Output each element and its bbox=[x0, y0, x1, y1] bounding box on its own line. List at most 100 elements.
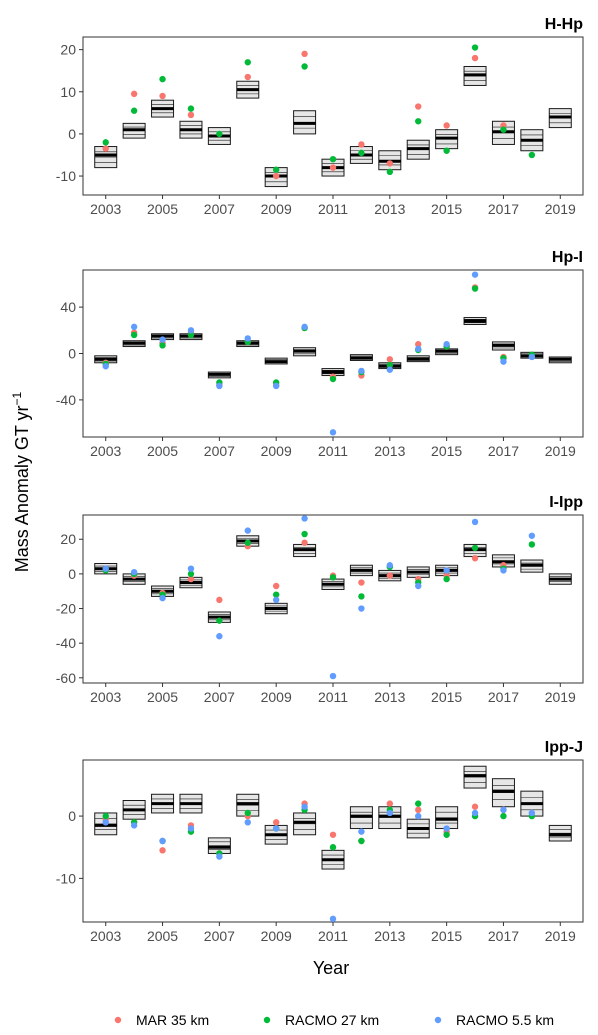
box-2018 bbox=[520, 559, 544, 573]
data-point bbox=[329, 574, 337, 581]
data-point bbox=[443, 825, 450, 832]
box-2019 bbox=[548, 573, 572, 585]
box-2008 bbox=[236, 80, 260, 99]
panel-i-ipp: I-Ipp -60 -40 -20 0 20 2003 2005 2007 2009 2011 201… bbox=[56, 494, 584, 705]
data-point bbox=[386, 366, 394, 373]
x-tick-label: 2005 bbox=[147, 443, 178, 459]
box-2004 bbox=[122, 340, 146, 348]
data-point bbox=[528, 151, 536, 159]
y-tick-label: -10 bbox=[56, 870, 76, 886]
data-point bbox=[216, 617, 223, 624]
data-point bbox=[272, 582, 280, 590]
x-tick-label: 2017 bbox=[488, 201, 519, 217]
box-2005 bbox=[151, 99, 175, 118]
data-point bbox=[528, 541, 536, 548]
data-point bbox=[272, 172, 280, 180]
y-tick-label: -40 bbox=[56, 635, 76, 651]
data-point bbox=[443, 575, 450, 583]
data-point bbox=[159, 847, 166, 854]
data-point bbox=[130, 90, 138, 98]
data-point bbox=[329, 831, 337, 838]
series-racmo-5-5-km bbox=[102, 271, 536, 436]
data-point bbox=[102, 565, 109, 572]
data-point bbox=[272, 819, 280, 826]
x-tick-label: 2011 bbox=[318, 443, 348, 459]
data-point bbox=[187, 570, 195, 578]
data-point bbox=[329, 375, 337, 383]
box-2019 bbox=[548, 108, 572, 129]
data-point bbox=[415, 103, 422, 110]
data-point bbox=[471, 555, 479, 562]
data-point bbox=[159, 594, 166, 602]
box-2004 bbox=[122, 800, 146, 820]
box-2007 bbox=[207, 837, 231, 854]
x-tick-label: 2003 bbox=[90, 689, 121, 705]
box-2016 bbox=[463, 317, 487, 326]
data-point bbox=[358, 579, 365, 586]
legend-label: RACMO 27 km bbox=[285, 1012, 379, 1028]
data-point bbox=[102, 139, 109, 146]
series-racmo-27-km bbox=[102, 44, 536, 176]
box-2016 bbox=[463, 65, 487, 86]
x-tick-label: 2013 bbox=[374, 928, 405, 944]
data-point bbox=[244, 59, 251, 66]
y-tick-label: 0 bbox=[68, 808, 76, 824]
data-point bbox=[471, 54, 479, 62]
data-point bbox=[386, 562, 394, 569]
data-point bbox=[130, 822, 138, 829]
y-tick-label: 0 bbox=[68, 346, 76, 362]
data-point bbox=[187, 565, 195, 572]
legend-label: RACMO 5.5 km bbox=[456, 1012, 554, 1028]
data-point bbox=[159, 837, 166, 845]
data-point bbox=[102, 145, 109, 152]
panel-hp-i: Hp-I -40 0 40 2003 2005 2007 2009 2011 2013 2015 20… bbox=[56, 249, 584, 459]
x-tick-label: 2007 bbox=[204, 689, 235, 705]
data-point bbox=[329, 164, 337, 171]
x-tick-label: 2017 bbox=[488, 928, 519, 944]
box-2011 bbox=[321, 849, 345, 870]
data-point bbox=[386, 361, 394, 369]
x-tick-label: 2009 bbox=[261, 443, 292, 459]
data-point bbox=[500, 358, 507, 365]
legend-label: MAR 35 km bbox=[136, 1012, 209, 1028]
x-tick-label: 2007 bbox=[204, 928, 235, 944]
box-2012 bbox=[349, 564, 373, 577]
series-racmo-27-km bbox=[102, 530, 536, 624]
box-2009 bbox=[264, 357, 288, 365]
box-2015 bbox=[435, 806, 459, 830]
data-point bbox=[386, 800, 394, 807]
box-2014 bbox=[406, 818, 430, 839]
box-2017 bbox=[491, 341, 515, 351]
data-point bbox=[301, 323, 308, 331]
legend-marker bbox=[263, 1016, 271, 1024]
x-tick-label: 2011 bbox=[318, 201, 348, 217]
x-tick-label: 2013 bbox=[374, 201, 405, 217]
data-point bbox=[216, 382, 223, 390]
box-2014 bbox=[406, 139, 430, 160]
legend: MAR 35 km RACMO 27 km RACMO 5.5 km bbox=[114, 1012, 554, 1028]
data-point bbox=[500, 567, 507, 574]
x-tick-label: 2015 bbox=[431, 443, 462, 459]
box-2006 bbox=[179, 576, 203, 589]
box-2015 bbox=[435, 129, 459, 150]
x-axis-title: Year bbox=[313, 958, 349, 978]
data-point bbox=[272, 382, 280, 390]
data-point bbox=[358, 593, 365, 600]
data-point bbox=[329, 844, 337, 851]
y-tick-label: -10 bbox=[56, 168, 76, 184]
x-tick-label: 2015 bbox=[431, 201, 462, 217]
x-tick-label: 2013 bbox=[374, 443, 405, 459]
data-point bbox=[301, 539, 308, 546]
data-point bbox=[102, 819, 109, 826]
x-tick-label: 2017 bbox=[488, 443, 519, 459]
data-point bbox=[130, 568, 138, 576]
data-point bbox=[272, 166, 280, 173]
data-point bbox=[358, 367, 365, 375]
data-point bbox=[443, 147, 450, 154]
data-point bbox=[358, 149, 365, 157]
y-tick-label: -60 bbox=[56, 670, 76, 686]
x-tick-label: 2007 bbox=[204, 201, 235, 217]
x-tick-label: 2019 bbox=[545, 689, 576, 705]
legend-marker bbox=[434, 1016, 442, 1024]
box-2010 bbox=[293, 812, 317, 836]
